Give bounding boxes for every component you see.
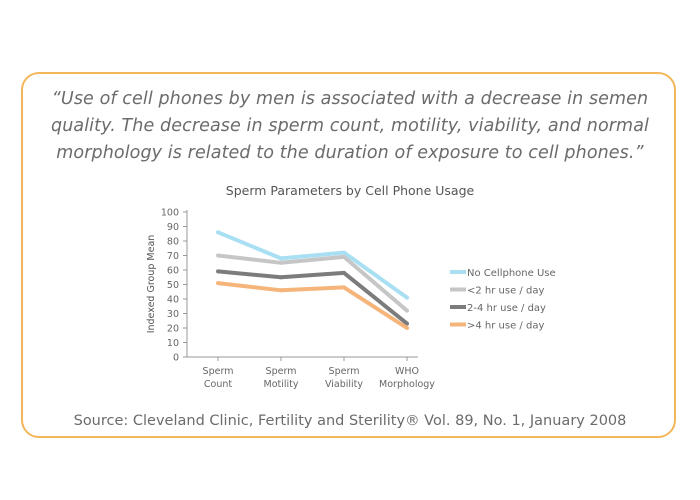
- y-axis-label: Indexed Group Mean: [146, 235, 157, 334]
- y-tick-label: 70: [167, 251, 179, 262]
- series-line-2: [217, 269, 409, 326]
- y-tick-label: 80: [167, 237, 179, 248]
- series-line-0: [217, 230, 409, 300]
- y-tick-label: 0: [173, 353, 179, 364]
- data-point: [405, 295, 409, 300]
- y-tick-label: 50: [167, 280, 179, 291]
- x-tick-label: Morphology: [379, 379, 435, 390]
- x-tick-label: WHO: [395, 366, 419, 377]
- data-point: [405, 308, 409, 313]
- series-layer: [216, 230, 409, 330]
- y-tick-label: 20: [167, 324, 179, 335]
- data-point: [216, 230, 220, 235]
- legend-label: <2 hr use / day: [467, 286, 544, 297]
- data-point: [405, 321, 409, 326]
- x-tick-label: Motility: [264, 379, 299, 390]
- data-point: [216, 253, 220, 258]
- legend-label: No Cellphone Use: [467, 268, 556, 279]
- x-tick-label: Sperm: [266, 366, 297, 377]
- data-point: [216, 281, 220, 286]
- y-tick-label: 10: [167, 338, 179, 349]
- series-line-3: [217, 281, 409, 330]
- data-point: [342, 254, 346, 259]
- y-tick-label: 100: [161, 208, 179, 219]
- data-point: [279, 256, 283, 261]
- y-tick-label: 60: [167, 266, 179, 277]
- y-tick-label: 40: [167, 295, 179, 306]
- data-point: [342, 270, 346, 275]
- quote-card: [21, 72, 676, 438]
- series-line-1: [217, 253, 409, 313]
- y-tick-label: 30: [167, 309, 179, 320]
- data-point: [279, 288, 283, 293]
- data-point: [279, 260, 283, 265]
- legend: No Cellphone Use <2 hr use / day 2-4 hr us…: [450, 268, 556, 332]
- x-tick-label: Count: [204, 379, 232, 390]
- x-tick-label: Viability: [325, 379, 363, 390]
- legend-label: 2-4 hr use / day: [467, 303, 546, 314]
- legend-label: >4 hr use / day: [467, 321, 544, 332]
- data-point: [279, 275, 283, 280]
- data-point: [342, 250, 346, 255]
- source-citation: Source: Cleveland Clinic, Fertility and …: [73, 413, 627, 429]
- data-point: [216, 269, 220, 274]
- x-tick-label: Sperm: [329, 366, 360, 377]
- data-point: [342, 285, 346, 290]
- chart-title: Sperm Parameters by Cell Phone Usage: [226, 183, 475, 198]
- x-tick-label: Sperm: [203, 366, 234, 377]
- data-point: [405, 326, 409, 330]
- y-tick-label: 90: [167, 222, 179, 233]
- quote-text: “Use of cell phones by men is associated…: [50, 89, 649, 163]
- axes: 0 10 20 30 40 50 60 70 80 90 100 Sperm Count Sperm Mot…: [161, 208, 435, 391]
